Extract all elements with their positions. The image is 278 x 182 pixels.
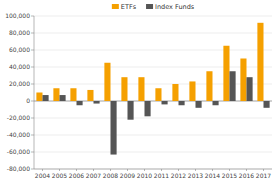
y-tick: [31, 169, 34, 170]
legend-label: ETFs: [121, 3, 137, 11]
bars: [36, 23, 269, 155]
x-tick: [212, 169, 213, 171]
x-tick-label: 2016: [239, 172, 254, 179]
x-tick-label: 2008: [103, 172, 118, 179]
y-tick-label: 0: [26, 97, 30, 104]
y-tick-label: 60,000: [9, 46, 30, 53]
bar: [87, 90, 93, 101]
bar: [162, 101, 168, 104]
bar: [257, 23, 263, 101]
x-tick: [161, 169, 162, 171]
bar: [179, 101, 185, 105]
x-tick-label: 2006: [69, 172, 84, 179]
bar: [206, 71, 212, 101]
bar: [104, 63, 110, 101]
x-tick: [127, 169, 128, 171]
x-tick: [144, 169, 145, 171]
bar: [223, 46, 229, 101]
x-tick-label: 2017: [256, 172, 271, 179]
x-axis-line: [34, 169, 272, 170]
y-tick-label: -40,000: [7, 131, 30, 138]
bar: [60, 95, 66, 101]
grid-line: [34, 33, 272, 34]
bar: [155, 88, 161, 101]
bar: [36, 93, 42, 102]
bar: [94, 101, 100, 104]
zero-line: [34, 101, 272, 102]
grid-line: [34, 152, 272, 153]
y-tick-label: 20,000: [9, 80, 30, 87]
x-tick: [229, 169, 230, 171]
x-tick: [42, 169, 43, 171]
x-tick-label: 2005: [52, 172, 67, 179]
y-tick-label: -20,000: [7, 114, 30, 121]
bar: [230, 71, 236, 101]
bar: [247, 77, 253, 101]
x-tick: [263, 169, 264, 171]
y-tick-label: 100,000: [5, 12, 30, 19]
x-tick: [59, 169, 60, 171]
y-tick-label: -60,000: [7, 148, 30, 155]
bar: [189, 81, 195, 101]
bar: [77, 101, 83, 105]
bar: [128, 101, 134, 120]
grid-line: [34, 84, 272, 85]
grid-line: [34, 50, 272, 51]
x-tick: [178, 169, 179, 171]
x-tick: [93, 169, 94, 171]
legend: ETFs Index Funds: [112, 3, 195, 11]
bar: [172, 84, 178, 101]
grid-line: [34, 67, 272, 68]
x-tick: [76, 169, 77, 171]
x-tick-label: 2009: [120, 172, 135, 179]
y-tick-label: 40,000: [9, 63, 30, 70]
y-tick: [31, 16, 34, 17]
y-tick: [31, 118, 34, 119]
x-tick-label: 2013: [188, 172, 203, 179]
x-tick-label: 2011: [154, 172, 169, 179]
y-tick-label: 80,000: [9, 29, 30, 36]
x-tick-label: 2012: [171, 172, 186, 179]
y-axis-line: [34, 16, 35, 169]
bar: [70, 88, 76, 101]
bar: [240, 59, 246, 102]
grid-line: [34, 135, 272, 136]
x-tick-label: 2014: [205, 172, 220, 179]
y-tick: [31, 101, 34, 102]
y-tick: [31, 50, 34, 51]
x-tick: [246, 169, 247, 171]
x-tick-label: 2010: [137, 172, 152, 179]
chart: -80,000 -60,000 -40,000 -20,000 0 20,000 40,00…: [0, 0, 278, 182]
x-tick: [110, 169, 111, 171]
y-tick: [31, 152, 34, 153]
bar: [213, 101, 219, 105]
grid-line: [34, 118, 272, 119]
y-tick-label: -80,000: [7, 165, 30, 172]
x-tick: [195, 169, 196, 171]
y-tick: [31, 135, 34, 136]
bar: [264, 101, 270, 108]
bar: [53, 88, 59, 101]
x-tick-label: 2015: [222, 172, 237, 179]
y-tick: [31, 33, 34, 34]
grid-line: [34, 101, 272, 102]
x-tick-label: 2007: [86, 172, 101, 179]
x-tick-label: 2004: [35, 172, 50, 179]
y-tick: [31, 67, 34, 68]
legend-swatch: [112, 4, 119, 9]
bar: [138, 77, 144, 101]
legend-swatch: [146, 4, 153, 9]
bar: [196, 101, 202, 108]
legend-label: Index Funds: [155, 3, 195, 11]
grid-line: [34, 16, 272, 17]
bar: [111, 101, 117, 155]
bar: [145, 101, 151, 116]
y-tick: [31, 84, 34, 85]
bar: [121, 77, 127, 101]
bar: [43, 95, 49, 101]
grid-line: [34, 169, 272, 170]
